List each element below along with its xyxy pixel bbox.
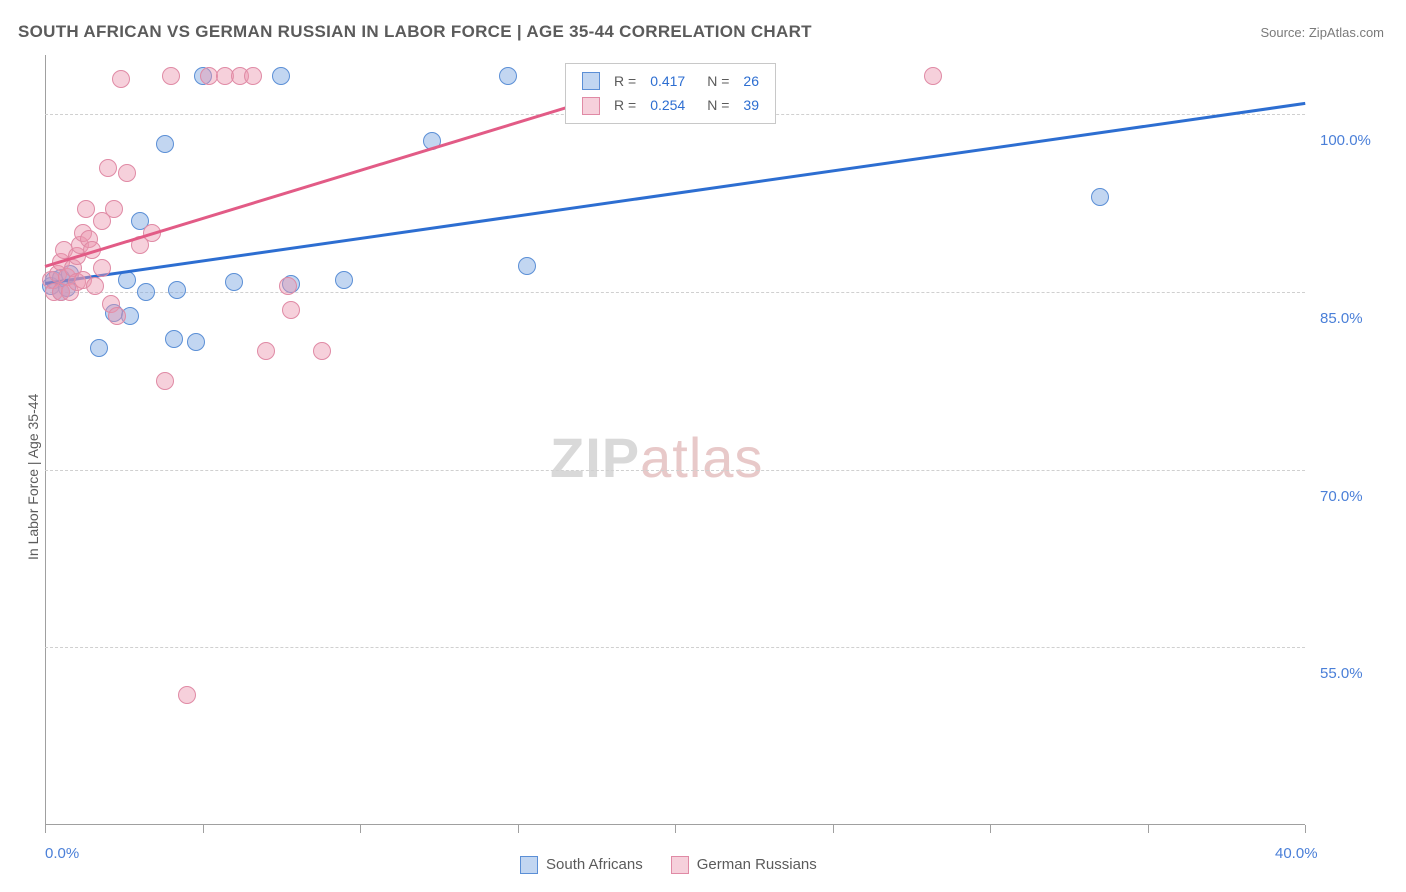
data-point — [518, 257, 536, 275]
y-tick-label: 85.0% — [1320, 310, 1363, 327]
data-point — [105, 200, 123, 218]
chart-container: SOUTH AFRICAN VS GERMAN RUSSIAN IN LABOR… — [0, 0, 1406, 892]
y-axis-label: In Labor Force | Age 35-44 — [25, 394, 41, 560]
correlation-legend: R =0.417N =26 R =0.254N =39 — [565, 63, 776, 124]
x-tick — [1305, 825, 1306, 833]
watermark-atlas: atlas — [640, 426, 763, 489]
data-point — [257, 342, 275, 360]
watermark: ZIPatlas — [550, 425, 763, 490]
data-point — [86, 277, 104, 295]
x-tick — [45, 825, 46, 833]
data-point — [118, 271, 136, 289]
x-tick-label: 40.0% — [1275, 845, 1318, 862]
gridline — [45, 470, 1305, 471]
chart-title: SOUTH AFRICAN VS GERMAN RUSSIAN IN LABOR… — [18, 22, 812, 42]
data-point — [77, 200, 95, 218]
legend-item: German Russians — [671, 856, 817, 873]
data-point — [244, 67, 262, 85]
legend-n-value: 26 — [737, 70, 765, 92]
data-point — [168, 281, 186, 299]
x-tick — [518, 825, 519, 833]
legend-series-name: South Africans — [546, 856, 643, 873]
data-point — [90, 339, 108, 357]
data-point — [335, 271, 353, 289]
legend-swatch — [520, 856, 538, 874]
data-point — [187, 333, 205, 351]
y-tick-label: 55.0% — [1320, 665, 1363, 682]
data-point — [137, 283, 155, 301]
series-legend: South Africans German Russians — [520, 856, 845, 874]
watermark-zip: ZIP — [550, 426, 640, 489]
x-tick — [833, 825, 834, 833]
legend-swatch — [671, 856, 689, 874]
x-tick — [203, 825, 204, 833]
y-tick-label: 70.0% — [1320, 488, 1363, 505]
legend-item: South Africans — [520, 856, 643, 873]
data-point — [313, 342, 331, 360]
legend-r-label: R = — [608, 70, 642, 92]
data-point — [112, 70, 130, 88]
legend-n-label: N = — [693, 94, 735, 116]
y-tick-label: 100.0% — [1320, 132, 1371, 149]
legend-r-value: 0.417 — [644, 70, 691, 92]
data-point — [165, 330, 183, 348]
legend-r-label: R = — [608, 94, 642, 116]
legend-n-label: N = — [693, 70, 735, 92]
data-point — [499, 67, 517, 85]
x-tick-label: 0.0% — [45, 845, 79, 862]
legend-swatch — [582, 97, 600, 115]
legend-n-value: 39 — [737, 94, 765, 116]
data-point — [1091, 188, 1109, 206]
data-point — [279, 277, 297, 295]
data-point — [156, 135, 174, 153]
data-point — [108, 307, 126, 325]
data-point — [156, 372, 174, 390]
x-tick — [360, 825, 361, 833]
data-point — [225, 273, 243, 291]
data-point — [99, 159, 117, 177]
plot-area: ZIPatlas — [45, 55, 1305, 825]
gridline — [45, 292, 1305, 293]
x-tick — [675, 825, 676, 833]
x-tick — [1148, 825, 1149, 833]
data-point — [118, 164, 136, 182]
data-point — [282, 301, 300, 319]
data-point — [93, 259, 111, 277]
data-point — [272, 67, 290, 85]
x-tick — [990, 825, 991, 833]
legend-swatch — [582, 72, 600, 90]
trend-line — [45, 102, 1305, 285]
source-label: Source: ZipAtlas.com — [1260, 25, 1384, 40]
y-axis — [45, 55, 46, 825]
data-point — [178, 686, 196, 704]
data-point — [924, 67, 942, 85]
legend-r-value: 0.254 — [644, 94, 691, 116]
data-point — [162, 67, 180, 85]
gridline — [45, 647, 1305, 648]
legend-series-name: German Russians — [697, 856, 817, 873]
